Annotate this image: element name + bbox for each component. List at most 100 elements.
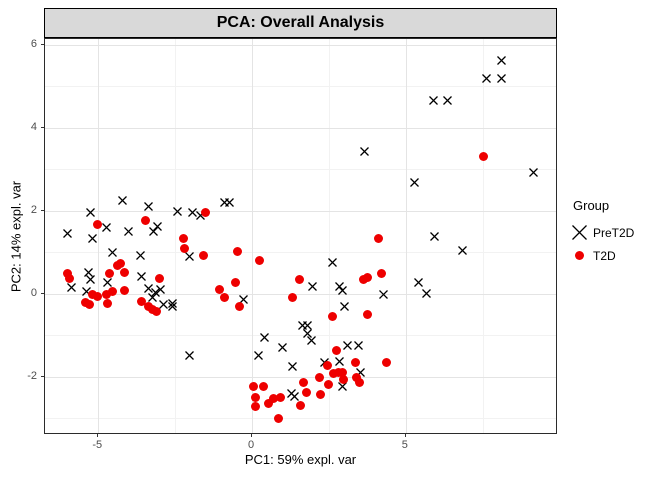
scatter-point-t2d: [298, 378, 308, 388]
scatter-point-pret2d: [428, 93, 439, 106]
scatter-point-t2d: [119, 285, 129, 295]
y-tick-mark: [41, 209, 44, 211]
chart-title-strip: PCA: Overall Analysis: [44, 8, 557, 38]
scatter-point-t2d: [255, 255, 265, 265]
scatter-point-pret2d: [339, 299, 350, 311]
scatter-point-t2d: [288, 292, 298, 302]
scatter-point-t2d: [92, 291, 102, 301]
scatter-point-pret2d: [481, 71, 492, 83]
scatter-point-t2d: [258, 382, 268, 392]
scatter-point-t2d: [352, 373, 362, 383]
scatter-point-t2d: [276, 393, 286, 403]
scatter-point-pret2d: [327, 255, 338, 267]
gridline-x-minor: [175, 39, 177, 433]
scatter-point-t2d: [358, 274, 368, 284]
scatter-point-t2d: [323, 361, 333, 371]
scatter-point-t2d: [80, 298, 90, 308]
legend-item-label: T2D: [593, 248, 616, 263]
legend-dot: [575, 251, 584, 260]
scatter-point-t2d: [363, 273, 373, 283]
scatter-point-t2d: [92, 219, 102, 229]
scatter-point-pret2d: [337, 283, 348, 295]
x-marker-icon: [571, 224, 588, 241]
scatter-point-t2d: [234, 301, 244, 311]
scatter-point-t2d: [376, 269, 386, 279]
gridline-x-minor: [482, 39, 484, 433]
scatter-point-pret2d: [143, 199, 154, 212]
scatter-point-pret2d: [101, 220, 112, 233]
gridline-x-major: [252, 39, 253, 433]
scatter-point-t2d: [374, 234, 384, 244]
scatter-point-pret2d: [62, 226, 73, 238]
x-tick-mark: [251, 434, 252, 437]
scatter-point-t2d: [152, 307, 162, 317]
scatter-point-pret2d: [302, 326, 313, 338]
scatter-point-pret2d: [413, 275, 424, 287]
scatter-point-t2d: [119, 268, 129, 278]
legend-rows: PreT2D T2D: [571, 221, 634, 267]
gridline-y-major: [45, 293, 556, 295]
scatter-point-t2d: [295, 274, 305, 284]
scatter-point-t2d: [198, 251, 208, 261]
scatter-point-t2d: [479, 151, 489, 161]
scatter-point-pret2d: [429, 229, 440, 241]
scatter-point-pret2d: [172, 204, 183, 216]
scatter-point-t2d: [63, 269, 73, 279]
gridline-y-minor: [45, 335, 556, 337]
scatter-point-pret2d: [85, 272, 96, 285]
scatter-point-pret2d: [224, 195, 235, 207]
scatter-point-t2d: [178, 234, 188, 244]
scatter-point-pret2d: [83, 265, 94, 278]
scatter-point-pret2d: [107, 245, 118, 257]
x-tick-label: 0: [247, 439, 255, 451]
scatter-point-pret2d: [289, 389, 300, 401]
scatter-point-pret2d: [334, 354, 345, 366]
scatter-point-pret2d: [277, 340, 288, 353]
scatter-point-pret2d: [155, 282, 166, 295]
scatter-point-pret2d: [306, 333, 317, 345]
scatter-point-pret2d: [238, 292, 249, 304]
legend-title: Group: [573, 198, 610, 213]
scatter-point-pret2d: [421, 286, 432, 298]
scatter-point-pret2d: [135, 248, 146, 261]
scatter-point-pret2d: [123, 224, 134, 237]
scatter-point-pret2d: [148, 224, 159, 237]
gridline-y-minor: [45, 86, 556, 88]
y-tick-label: 4: [30, 120, 37, 133]
scatter-point-pret2d: [184, 249, 195, 262]
legend: Group PreT2D T2D: [571, 198, 634, 267]
scatter-point-t2d: [250, 393, 260, 403]
gridline-y-major: [45, 376, 556, 378]
y-tick-label: 2: [30, 203, 37, 216]
legend-item-pret2d: PreT2D: [571, 221, 634, 244]
scatter-point-pret2d: [302, 318, 313, 330]
scatter-point-pret2d: [167, 296, 178, 308]
scatter-point-pret2d: [152, 219, 163, 232]
scatter-point-t2d: [155, 274, 165, 284]
gridline-y-minor: [45, 169, 556, 171]
scatter-point-pret2d: [150, 285, 161, 298]
scatter-point-t2d: [201, 208, 211, 218]
scatter-point-pret2d: [342, 338, 353, 350]
y-tick-label: -2: [27, 369, 37, 382]
scatter-point-pret2d: [66, 280, 77, 293]
scatter-point-pret2d: [85, 205, 96, 218]
x-tick-mark: [97, 434, 99, 437]
scatter-point-t2d: [328, 369, 338, 379]
scatter-point-t2d: [233, 247, 243, 257]
scatter-point-pret2d: [102, 275, 113, 288]
scatter-point-t2d: [251, 401, 261, 411]
scatter-point-pret2d: [442, 93, 453, 106]
scatter-point-pret2d: [307, 279, 318, 292]
scatter-point-pret2d: [143, 281, 154, 294]
scatter-point-t2d: [328, 311, 338, 321]
y-tick-mark: [41, 44, 44, 45]
chart-title: PCA: Overall Analysis: [216, 14, 385, 31]
gridline-y-minor: [45, 418, 556, 420]
scatter-point-t2d: [350, 358, 360, 368]
y-axis-title: PC2: 14% expl. var: [8, 180, 24, 293]
scatter-point-t2d: [264, 398, 274, 408]
scatter-point-pret2d: [528, 165, 539, 177]
scatter-point-pret2d: [359, 144, 370, 156]
circle-marker-icon: [571, 247, 588, 264]
